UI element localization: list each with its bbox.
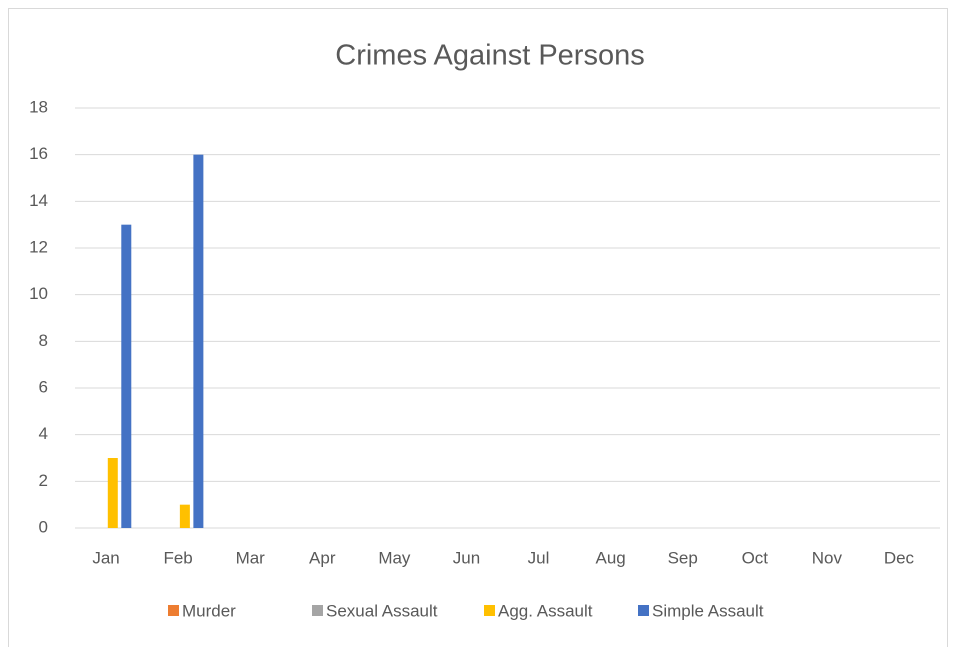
y-tick-label: 4 bbox=[39, 424, 48, 443]
legend-swatch bbox=[312, 605, 323, 616]
y-tick-label: 14 bbox=[29, 191, 48, 210]
y-tick-label: 0 bbox=[39, 517, 48, 536]
x-tick-label: Mar bbox=[236, 548, 266, 567]
y-tick-label: 16 bbox=[29, 144, 48, 163]
y-tick-label: 12 bbox=[29, 237, 48, 256]
bar bbox=[179, 504, 190, 528]
x-tick-label: Oct bbox=[742, 548, 769, 567]
legend-label: Sexual Assault bbox=[326, 601, 438, 620]
legend-label: Simple Assault bbox=[652, 601, 764, 620]
bar bbox=[121, 224, 132, 528]
bar bbox=[107, 458, 118, 528]
bar bbox=[193, 154, 204, 528]
legend-label: Agg. Assault bbox=[498, 601, 593, 620]
x-tick-label: May bbox=[378, 548, 411, 567]
chart-title: Crimes Against Persons bbox=[335, 40, 644, 72]
x-tick-label: Dec bbox=[884, 548, 915, 567]
legend-swatch bbox=[168, 605, 179, 616]
y-tick-label: 10 bbox=[29, 284, 48, 303]
legend-swatch bbox=[638, 605, 649, 616]
x-tick-label: Apr bbox=[309, 548, 336, 567]
x-tick-label: Jun bbox=[453, 548, 480, 567]
x-tick-label: Aug bbox=[596, 548, 626, 567]
x-tick-label: Feb bbox=[163, 548, 192, 567]
x-tick-label: Nov bbox=[812, 548, 843, 567]
y-tick-label: 18 bbox=[29, 97, 48, 116]
chart-border bbox=[8, 8, 948, 647]
y-tick-label: 8 bbox=[39, 331, 48, 350]
x-tick-label: Jul bbox=[528, 548, 550, 567]
legend-label: Murder bbox=[182, 601, 236, 620]
legend-swatch bbox=[484, 605, 495, 616]
x-tick-label: Sep bbox=[668, 548, 698, 567]
x-tick-label: Jan bbox=[92, 548, 119, 567]
y-tick-label: 6 bbox=[39, 377, 48, 396]
y-tick-label: 2 bbox=[39, 471, 48, 490]
